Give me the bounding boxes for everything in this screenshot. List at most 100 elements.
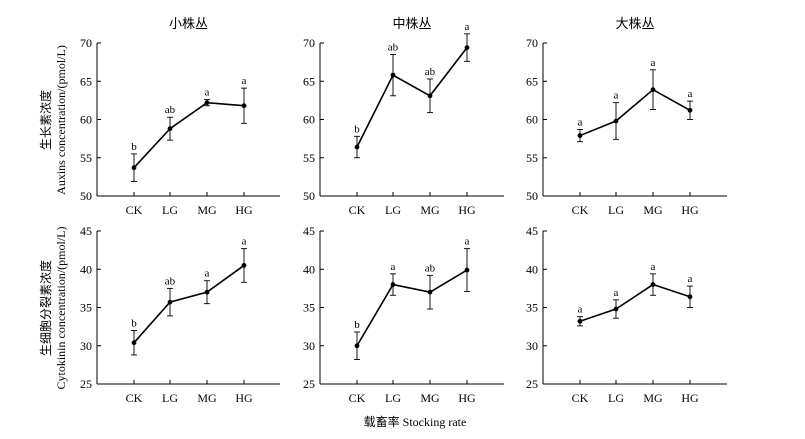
row1-ylabel-en: Auxins concentration/(pmol/L) [54, 45, 68, 195]
significance-letter: a [465, 236, 470, 248]
panel-r1-c2: 25 30 35 40 45 CK LG MG HG a a a a [526, 224, 727, 405]
x-tick-label-lg: LG [162, 391, 178, 405]
x-tick-label-hg: HG [681, 391, 699, 405]
x-tick-label-lg: LG [608, 391, 624, 405]
data-point [390, 282, 396, 287]
x-tick-label-mg: MG [643, 391, 663, 405]
y-tick-label: 55 [303, 151, 315, 165]
series-line [579, 88, 691, 137]
y-tick-label: 50 [303, 189, 315, 203]
x-tick-label-ck: CK [572, 203, 589, 217]
y-tick-label: 60 [303, 113, 315, 127]
series-line [133, 264, 245, 344]
significance-letter: a [205, 268, 210, 280]
y-tick-label: 30 [526, 339, 538, 353]
x-axis-label: 载畜率 Stocking rate [364, 414, 467, 429]
significance-letter: a [614, 90, 619, 102]
x-tick-label-mg: MG [197, 203, 217, 217]
significance-letter: a [651, 261, 656, 273]
data-point [613, 306, 619, 312]
significance-letter: ab [165, 104, 176, 116]
y-tick-label: 65 [80, 74, 92, 88]
x-tick-label-mg: MG [197, 391, 217, 405]
data-point [687, 294, 693, 300]
significance-letter: a [688, 273, 693, 285]
panel-r0-c2: 50 55 60 65 70 CK LG MG HG a a a a 大株丛 [526, 16, 727, 217]
x-tick-label-ck: CK [349, 203, 366, 217]
y-tick-label: 25 [526, 377, 538, 391]
y-tick-label: 65 [303, 74, 315, 88]
data-point [427, 93, 433, 99]
y-tick-label: 55 [526, 151, 538, 165]
panel-r0-c0: 50 55 60 65 70 CK LG MG HG b ab a a 小株丛 [80, 16, 280, 217]
series-line [579, 283, 691, 323]
series-line [133, 101, 245, 169]
significance-letter: a [242, 75, 247, 87]
x-tick-label-hg: HG [235, 203, 253, 217]
y-tick-label: 70 [80, 36, 92, 50]
y-tick-label: 60 [80, 113, 92, 127]
data-point [687, 107, 693, 113]
significance-letter: ab [165, 275, 176, 287]
x-tick-label-lg: LG [608, 203, 624, 217]
y-tick-label: 70 [303, 36, 315, 50]
significance-letter: a [465, 21, 470, 33]
x-tick-label-mg: MG [420, 391, 440, 405]
data-point [464, 267, 470, 273]
data-point [390, 72, 396, 78]
data-point [650, 282, 656, 287]
x-tick-label-hg: HG [458, 203, 476, 217]
x-tick-label-hg: HG [681, 203, 699, 217]
data-point [241, 263, 247, 268]
x-tick-label-ck: CK [572, 391, 589, 405]
x-tick-label-mg: MG [643, 203, 663, 217]
y-tick-label: 30 [80, 339, 92, 353]
x-tick-label-ck: CK [126, 391, 143, 405]
data-point [241, 103, 247, 109]
significance-letter: b [354, 123, 360, 135]
y-tick-label: 45 [303, 224, 315, 238]
y-tick-label: 50 [526, 189, 538, 203]
row1-ylabel-cn: 生长素浓度 [38, 90, 53, 150]
significance-letter: b [131, 141, 137, 153]
y-tick-label: 65 [526, 74, 538, 88]
x-tick-label-ck: CK [349, 391, 366, 405]
y-tick-label: 50 [80, 189, 92, 203]
y-tick-label: 55 [80, 151, 92, 165]
data-point [204, 289, 210, 295]
data-point [577, 318, 583, 324]
significance-letter: ab [425, 262, 436, 274]
data-point [613, 118, 619, 124]
x-tick-label-ck: CK [126, 203, 143, 217]
significance-letter: a [205, 87, 210, 99]
significance-letter: b [131, 317, 137, 329]
panel-r1-c1: 25 30 35 40 45 CK LG MG HG b a ab a [303, 224, 504, 405]
significance-letter: a [242, 236, 247, 248]
data-point [131, 340, 137, 346]
y-tick-label: 45 [80, 224, 92, 238]
y-tick-label: 60 [526, 113, 538, 127]
data-point [354, 343, 360, 349]
significance-letter: ab [425, 66, 436, 78]
significance-letter: a [391, 261, 396, 273]
data-point [577, 133, 583, 138]
y-tick-label: 35 [303, 301, 315, 315]
data-point [204, 100, 210, 106]
x-tick-label-hg: HG [458, 391, 476, 405]
panel-r0-c1: 50 55 60 65 70 CK LG MG HG b ab ab a 中株丛 [303, 16, 504, 217]
data-point [131, 165, 137, 171]
significance-letter: a [578, 116, 583, 128]
x-tick-label-lg: LG [162, 203, 178, 217]
data-point [167, 299, 173, 305]
x-tick-label-hg: HG [235, 391, 253, 405]
panel-title: 小株丛 [169, 16, 208, 31]
y-tick-label: 35 [80, 301, 92, 315]
data-point [354, 144, 360, 150]
y-tick-label: 35 [526, 301, 538, 315]
panel-title: 大株丛 [615, 16, 654, 31]
y-tick-label: 40 [526, 262, 538, 276]
x-tick-label-lg: LG [385, 203, 401, 217]
y-tick-label: 25 [80, 377, 92, 391]
